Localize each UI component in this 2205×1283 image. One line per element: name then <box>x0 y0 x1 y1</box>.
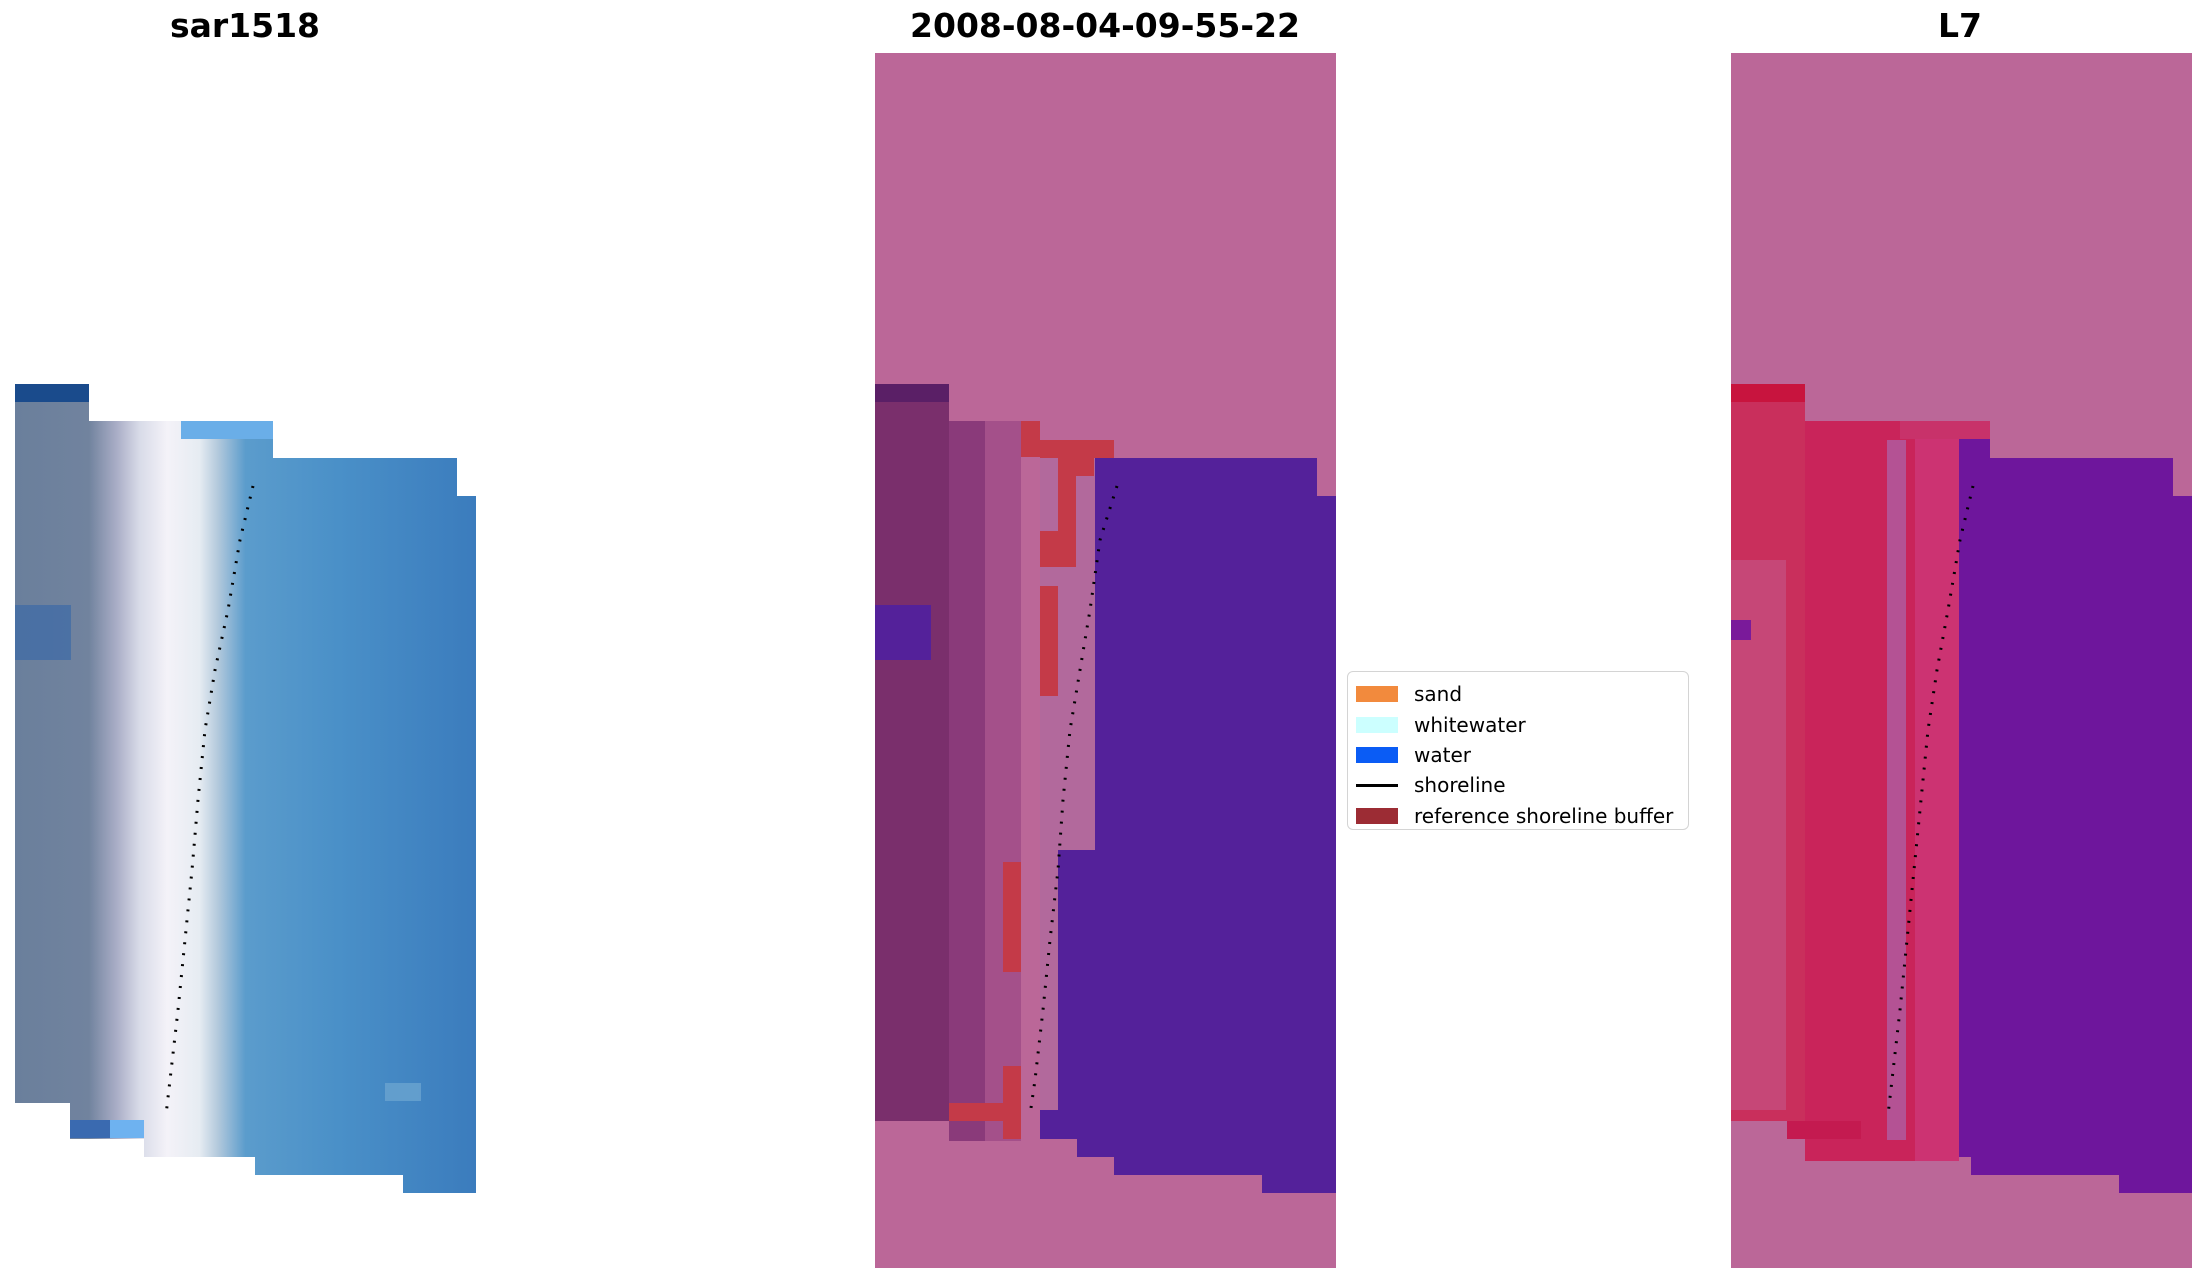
whitewater-swatch <box>1356 716 1398 733</box>
legend-item-reference-buffer: reference shoreline buffer <box>1348 801 1688 831</box>
legend-item-whitewater: whitewater <box>1348 709 1688 739</box>
reference-buffer-swatch <box>1356 807 1398 824</box>
water-swatch <box>1356 746 1398 763</box>
shoreline-swatch <box>1356 783 1398 787</box>
legend-label: sand <box>1414 682 1463 707</box>
legend-label: water <box>1414 742 1471 767</box>
panel-title-ndwi: L7 <box>1938 6 1982 45</box>
legend-label: shoreline <box>1414 773 1506 798</box>
sand-swatch <box>1356 686 1398 703</box>
panel-title-classified: 2008-08-04-09-55-22 <box>910 6 1300 45</box>
legend-label: whitewater <box>1414 712 1526 737</box>
legend-item-shoreline: shoreline <box>1348 770 1688 800</box>
legend-item-sand: sand <box>1348 679 1688 709</box>
legend-label: reference shoreline buffer <box>1414 803 1674 828</box>
panel-title-rgb: sar1518 <box>169 6 321 45</box>
legend: sand whitewater water shoreline referenc… <box>1347 671 1689 830</box>
legend-item-water: water <box>1348 740 1688 770</box>
